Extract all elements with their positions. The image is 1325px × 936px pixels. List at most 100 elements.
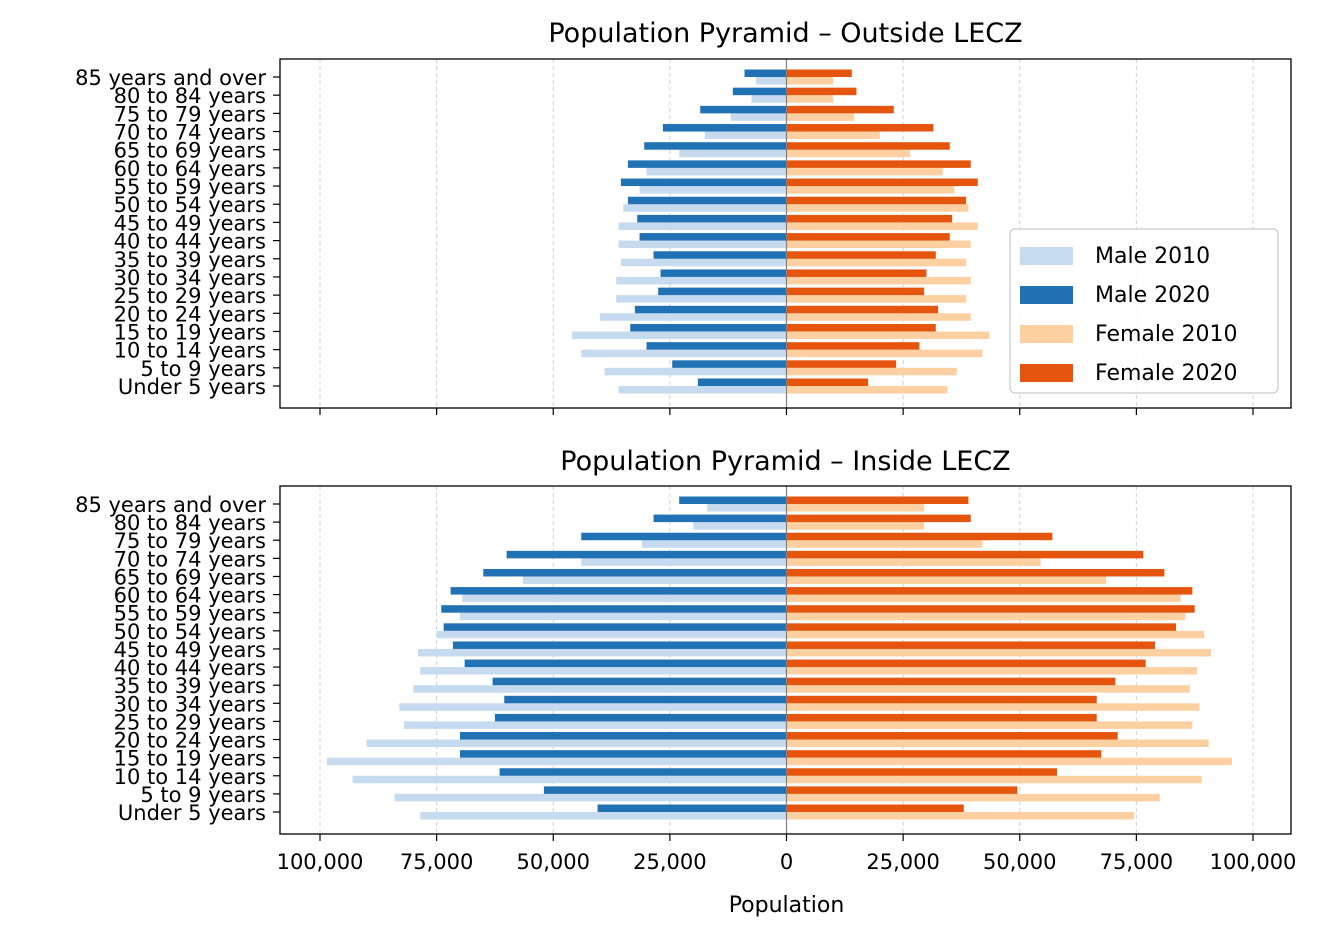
bar-female-2010-2	[786, 775, 1202, 784]
bar-male-2010-12	[462, 594, 787, 603]
bar-female-2010-2	[786, 349, 983, 358]
y-tick-label: 35 to 39 years	[114, 674, 266, 698]
bar-female-2010-6	[786, 703, 1200, 711]
bar-male-2020-16	[653, 514, 787, 523]
bar-male-2010-17	[707, 504, 787, 512]
bar-male-2010-15	[641, 540, 787, 548]
bar-male-2010-16	[751, 95, 787, 103]
bar-female-2020-8	[786, 233, 950, 241]
bar-female-2020-9	[786, 214, 953, 223]
bar-male-2020-5	[658, 287, 787, 296]
bar-female-2020-16	[786, 87, 857, 96]
bar-male-2010-7	[413, 685, 787, 693]
bar-male-2010-2	[352, 775, 787, 784]
bar-male-2010-6	[616, 276, 787, 285]
x-tick-label: 75,000	[1100, 850, 1173, 874]
bar-male-2020-3	[630, 323, 787, 332]
bar-male-2010-12	[646, 167, 787, 176]
bar-male-2010-13	[679, 149, 787, 158]
bar-male-2020-10	[627, 196, 787, 205]
bar-female-2010-7	[786, 685, 1191, 693]
bar-female-2020-9	[786, 641, 1156, 649]
bar-female-2020-13	[786, 568, 1165, 577]
bar-male-2010-6	[399, 703, 787, 711]
bar-female-2010-4	[786, 739, 1209, 748]
bar-male-2020-8	[639, 233, 787, 241]
y-tick-label: 25 to 29 years	[114, 284, 266, 308]
bar-female-2010-14	[786, 131, 880, 140]
bar-female-2010-4	[786, 313, 971, 321]
bar-male-2010-9	[417, 648, 787, 657]
bar-male-2020-9	[637, 214, 787, 223]
bar-female-2010-13	[786, 149, 911, 158]
y-tick-label: 60 to 64 years	[114, 584, 266, 608]
bar-female-2010-8	[786, 667, 1198, 675]
legend-box	[1009, 228, 1279, 394]
bar-male-2010-8	[420, 667, 787, 675]
bar-male-2010-16	[693, 522, 787, 530]
bar-female-2020-12	[786, 160, 971, 168]
y-tick-label: 80 to 84 years	[114, 511, 266, 535]
bar-male-2010-4	[366, 739, 787, 748]
bar-male-2020-0	[697, 378, 787, 386]
bar-male-2010-11	[639, 186, 787, 194]
bar-male-2010-2	[581, 349, 787, 358]
legend-label: Male 2020	[1095, 283, 1210, 308]
bar-male-2020-15	[700, 105, 787, 114]
bar-female-2010-0	[786, 386, 948, 394]
bar-male-2020-0	[597, 804, 787, 812]
y-tick-label: 85 years and over	[75, 66, 266, 90]
bar-male-2020-16	[732, 87, 787, 96]
bar-male-2020-5	[494, 713, 787, 722]
x-tick-label: 0	[780, 850, 793, 874]
bar-female-2020-2	[786, 768, 1058, 776]
bar-female-2020-2	[786, 342, 920, 350]
bar-male-2010-0	[618, 386, 787, 394]
bar-male-2020-13	[644, 142, 787, 150]
bar-female-2010-13	[786, 576, 1107, 584]
y-tick-label: 60 to 64 years	[114, 157, 266, 181]
bar-female-2020-5	[786, 287, 925, 296]
bar-male-2010-11	[459, 612, 787, 621]
bar-male-2020-9	[452, 641, 787, 649]
y-tick-label: 20 to 24 years	[114, 302, 266, 326]
y-tick-label: 20 to 24 years	[114, 729, 266, 753]
y-tick-label: 50 to 54 years	[114, 193, 266, 217]
bar-female-2010-16	[786, 522, 925, 530]
y-tick-label: 75 to 79 years	[114, 529, 266, 553]
bar-male-2010-10	[623, 204, 787, 212]
bar-male-2010-3	[326, 757, 787, 766]
y-tick-label: Under 5 years	[118, 801, 266, 825]
bar-female-2010-17	[786, 77, 834, 85]
bar-male-2020-4	[459, 732, 787, 740]
bar-female-2010-9	[786, 222, 978, 230]
bar-female-2020-10	[786, 623, 1177, 631]
bar-male-2020-14	[506, 550, 787, 559]
bar-female-2010-15	[786, 113, 855, 121]
bar-female-2020-15	[786, 532, 1053, 541]
bar-female-2010-5	[786, 295, 967, 303]
bar-male-2020-10	[443, 623, 787, 631]
legend-label: Female 2020	[1095, 361, 1238, 386]
bar-male-2020-8	[464, 659, 787, 668]
y-tick-label: 40 to 44 years	[114, 230, 266, 254]
bar-female-2020-15	[786, 105, 894, 114]
bar-female-2010-10	[786, 630, 1205, 639]
x-tick-label: 75,000	[400, 850, 473, 874]
bar-male-2010-1	[604, 367, 787, 376]
bar-female-2010-11	[786, 186, 955, 194]
bar-female-2020-16	[786, 514, 971, 523]
bar-female-2020-6	[786, 269, 927, 277]
bar-male-2010-3	[571, 331, 787, 339]
plot-frame	[279, 485, 1292, 835]
bar-female-2010-17	[786, 504, 925, 512]
x-tick-label: 100,000	[1210, 850, 1297, 874]
bar-male-2010-0	[420, 812, 787, 820]
y-tick-label: 50 to 54 years	[114, 620, 266, 644]
bar-female-2020-5	[786, 713, 1097, 722]
bar-male-2010-10	[436, 630, 787, 639]
x-tick-label: 100,000	[277, 850, 364, 874]
y-tick-label: 45 to 49 years	[114, 638, 266, 662]
bar-male-2020-1	[672, 360, 787, 368]
bar-female-2020-0	[786, 804, 964, 812]
